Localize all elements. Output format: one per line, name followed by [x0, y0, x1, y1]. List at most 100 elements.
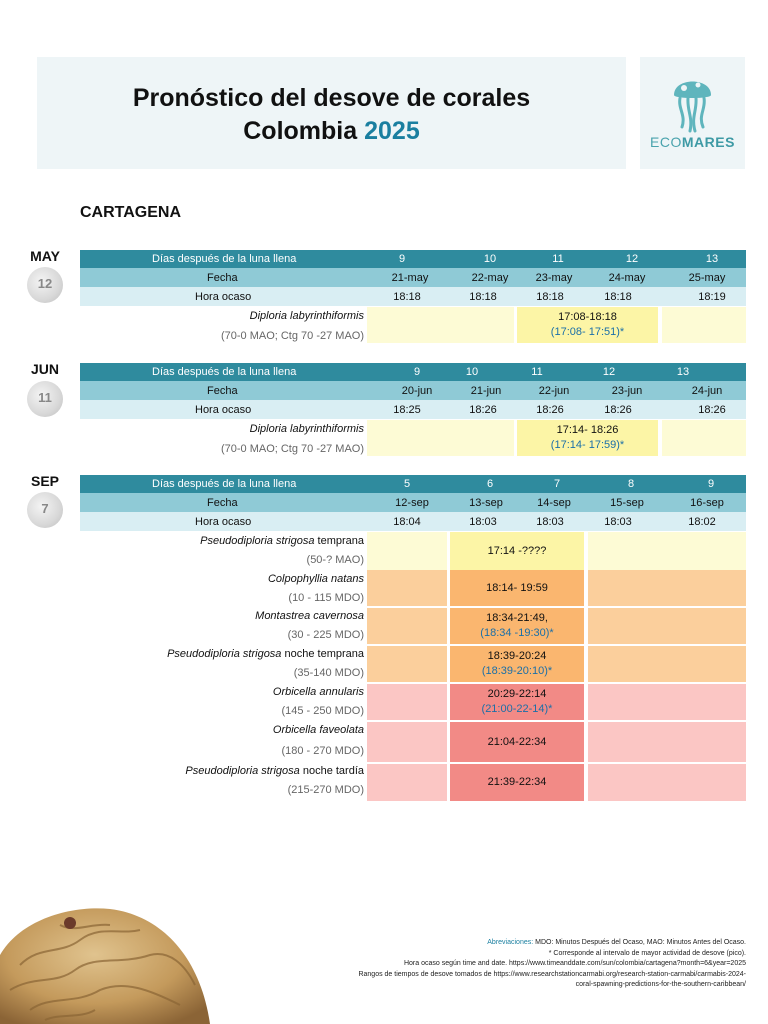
- may-date-row: Fecha 21-may 22-may 23-may 24-may 25-may: [80, 268, 746, 287]
- sep-sunset-1: 18:04: [393, 515, 421, 528]
- sep-species-6-name: Orbicella faveolata: [80, 724, 364, 736]
- sep-spawn-cell: [450, 608, 584, 644]
- date-label: Fecha: [207, 271, 238, 284]
- may-day-4: 12: [625, 253, 639, 265]
- jun-species-name: Diploria labyrinthiformis: [249, 423, 364, 435]
- jun-spawn-cell: [517, 420, 658, 456]
- sep-sunset-row: Hora ocaso 18:04 18:03 18:03 18:03 18:02: [80, 512, 746, 531]
- sep-sunset-4: 18:03: [604, 515, 632, 528]
- may-sunset-row: Hora ocaso 18:18 18:18 18:18 18:18 18:19: [80, 287, 746, 306]
- jun-sunset-3: 18:26: [536, 403, 564, 416]
- sep-day-5: 9: [707, 478, 715, 490]
- sep-cell: [588, 764, 746, 801]
- species-suffix: noche temprana: [281, 648, 364, 660]
- spawn-time: 21:04-22:34: [487, 735, 547, 748]
- spawn-time: 18:39-20:24: [487, 650, 547, 662]
- sep-day-1: 5: [403, 478, 411, 490]
- month-label-may: MAY: [30, 248, 60, 264]
- jun-empty-cell-1: [367, 420, 514, 456]
- may-day-3: 11: [552, 253, 564, 265]
- sep-date-5: 16-sep: [690, 496, 724, 509]
- jun-date-3: 22-jun: [538, 384, 570, 397]
- jun-sunset-1: 18:25: [393, 403, 421, 416]
- may-day-1: 9: [398, 253, 406, 265]
- jun-day-5: 13: [676, 366, 690, 378]
- sep-spawn-text-4: 18:39-20:24 (18:39-20:10)*: [450, 646, 584, 682]
- sep-cell: [588, 684, 746, 720]
- species-name: Orbicella annularis: [272, 686, 364, 698]
- sep-day-3: 7: [553, 478, 561, 490]
- jun-date-4: 23-jun: [611, 384, 643, 397]
- page-title: Pronóstico del desove de corales: [132, 84, 531, 112]
- jun-day-3: 11: [531, 366, 543, 378]
- species-suffix: temprana: [314, 535, 364, 547]
- may-spawn-text: 17:08-18:18 (17:08- 17:51)*: [517, 307, 658, 343]
- sep-cell: [367, 684, 447, 720]
- logo-text-mares: MARES: [681, 134, 735, 150]
- sep-species-3-name: Montastrea cavernosa: [80, 610, 364, 622]
- may-days-row: Días después de la luna llena 9 10 11 12…: [80, 250, 746, 268]
- may-spawn-time: 17:08-18:18: [558, 311, 617, 323]
- jun-spawn-peak: (17:14- 17:59)*: [550, 439, 625, 451]
- jun-date-2: 21-jun: [470, 384, 502, 397]
- sep-cell: [588, 570, 746, 606]
- sep-spawn-text-7: 21:39-22:34: [450, 764, 584, 801]
- abbreviations-label: Abreviaciones:: [487, 939, 534, 946]
- may-species-name: Diploria labyrinthiformis: [249, 310, 364, 322]
- species-name: Colpophyllia natans: [267, 573, 364, 585]
- may-sunset-3: 18:18: [536, 290, 564, 303]
- may-spawn-peak: (17:08- 17:51)*: [550, 326, 625, 338]
- jun-date-row: Fecha 20-jun 21-jun 22-jun 23-jun 24-jun: [80, 381, 746, 400]
- may-sunset-4: 18:18: [604, 290, 632, 303]
- sep-cell: [588, 646, 746, 682]
- month-label-sep: SEP: [30, 473, 59, 489]
- sep-species-6-range: (180 - 270 MDO): [281, 745, 364, 757]
- sep-cell: [367, 646, 447, 682]
- jun-day-4: 12: [602, 366, 616, 378]
- sep-spawn-text-3: 18:34-21:49, (18:34 -19:30)*: [450, 608, 584, 644]
- sep-date-2: 13-sep: [469, 496, 503, 509]
- jun-sunset-row: Hora ocaso 18:25 18:26 18:26 18:26 18:26: [80, 400, 746, 419]
- source-spawning: Rangos de tiempos de desove tomados de h…: [358, 970, 746, 978]
- sep-date-row: Fecha 12-sep 13-sep 14-sep 15-sep 16-sep: [80, 493, 746, 512]
- sep-spawn-cell: [450, 646, 584, 682]
- sep-species-7-name: Pseudodiploria strigosa noche tardía: [80, 765, 364, 777]
- jun-date-5: 24-jun: [691, 384, 723, 397]
- sep-spawn-cell: [450, 532, 584, 570]
- abbreviations-text: MDO: Minutos Después del Ocaso, MAO: Min…: [533, 939, 746, 946]
- sep-cell: [367, 722, 447, 762]
- moon-icon: 12: [27, 267, 63, 303]
- spawn-time: 21:39-22:34: [487, 776, 547, 788]
- sep-species-1-range: (50-? MAO): [306, 554, 364, 566]
- logo-text-eco: ECO: [650, 134, 682, 150]
- sep-spawn-cell: [450, 684, 584, 720]
- may-day-5: 13: [705, 253, 719, 265]
- abbreviations: Abreviaciones: MDO: Minutos Después del …: [316, 938, 746, 949]
- sep-spawn-text-2: 18:14- 19:59: [450, 570, 584, 606]
- moon-icon: 7: [27, 492, 63, 528]
- may-date-3: 23-may: [535, 271, 573, 284]
- sep-species-2-name: Colpophyllia natans: [80, 573, 364, 585]
- jellyfish-icon: [674, 81, 711, 133]
- sep-sunset-3: 18:03: [536, 515, 564, 528]
- spawn-time: 18:34-21:49,: [486, 612, 548, 624]
- month-label-jun: JUN: [30, 361, 59, 377]
- footer-notes: Abreviaciones: MDO: Minutos Después del …: [316, 938, 746, 991]
- moon-day-sep: 7: [41, 501, 49, 516]
- may-day-2: 10: [483, 253, 497, 265]
- sep-species-7-range: (215-270 MDO): [287, 784, 364, 796]
- may-date-4: 24-may: [608, 271, 646, 284]
- jun-sunset-4: 18:26: [604, 403, 632, 416]
- sep-species-3-range: (30 - 225 MDO): [287, 629, 364, 641]
- jun-sunset-5: 18:26: [698, 403, 726, 416]
- may-spawn-cell: [517, 307, 658, 343]
- sunset-label: Hora ocaso: [195, 403, 252, 416]
- peak-note: * Corresponde al intervalo de mayor acti…: [548, 949, 746, 957]
- species-suffix: noche tardía: [299, 765, 364, 777]
- sep-cell: [367, 764, 447, 801]
- spawn-time: 18:14- 19:59: [486, 581, 548, 594]
- header-banner: [37, 57, 626, 169]
- jun-spawn-text: 17:14- 18:26 (17:14- 17:59)*: [517, 420, 658, 456]
- jun-day-1: 9: [413, 366, 421, 378]
- logo: [640, 57, 745, 169]
